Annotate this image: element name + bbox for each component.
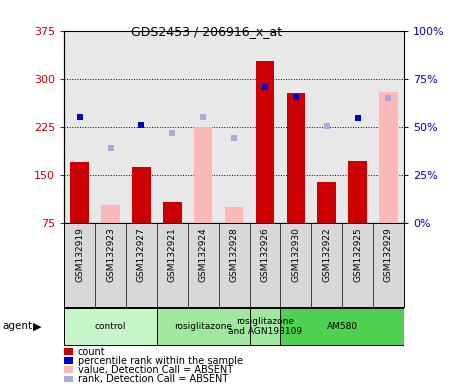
Text: GSM132927: GSM132927 [137, 227, 146, 282]
Bar [286, 93, 305, 223]
Bar [64, 366, 73, 373]
Bar [225, 207, 243, 223]
Text: AM580: AM580 [327, 322, 358, 331]
Text: count: count [78, 347, 106, 357]
Bar [64, 358, 73, 364]
Text: rosiglitazone: rosiglitazone [174, 322, 232, 331]
Text: GSM132929: GSM132929 [384, 227, 393, 282]
Bar [64, 308, 157, 345]
Bar [250, 308, 280, 345]
Text: GSM132925: GSM132925 [353, 227, 362, 282]
Text: GSM132928: GSM132928 [230, 227, 239, 282]
Text: GSM132926: GSM132926 [260, 227, 269, 282]
Text: GSM132923: GSM132923 [106, 227, 115, 282]
Text: control: control [95, 322, 126, 331]
Bar [163, 202, 182, 223]
Bar [280, 308, 404, 345]
Bar [256, 61, 274, 223]
Bar [194, 127, 213, 223]
Bar [318, 182, 336, 223]
Text: agent: agent [2, 321, 33, 331]
Text: GSM132924: GSM132924 [199, 227, 208, 281]
Bar [70, 162, 89, 223]
Text: GSM132930: GSM132930 [291, 227, 300, 282]
Text: GSM132919: GSM132919 [75, 227, 84, 282]
Bar [379, 91, 398, 223]
Bar [157, 308, 250, 345]
Text: ▶: ▶ [33, 321, 42, 331]
Bar [132, 167, 151, 223]
Text: value, Detection Call = ABSENT: value, Detection Call = ABSENT [78, 365, 233, 375]
Bar [101, 205, 120, 223]
Text: percentile rank within the sample: percentile rank within the sample [78, 356, 243, 366]
Bar [348, 161, 367, 223]
Text: rosiglitazone
and AGN193109: rosiglitazone and AGN193109 [228, 317, 302, 336]
Text: GSM132921: GSM132921 [168, 227, 177, 282]
Text: rank, Detection Call = ABSENT: rank, Detection Call = ABSENT [78, 374, 228, 384]
Text: GSM132922: GSM132922 [322, 227, 331, 281]
Text: GDS2453 / 206916_x_at: GDS2453 / 206916_x_at [131, 25, 282, 38]
Bar [64, 376, 73, 382]
Bar [64, 348, 73, 355]
